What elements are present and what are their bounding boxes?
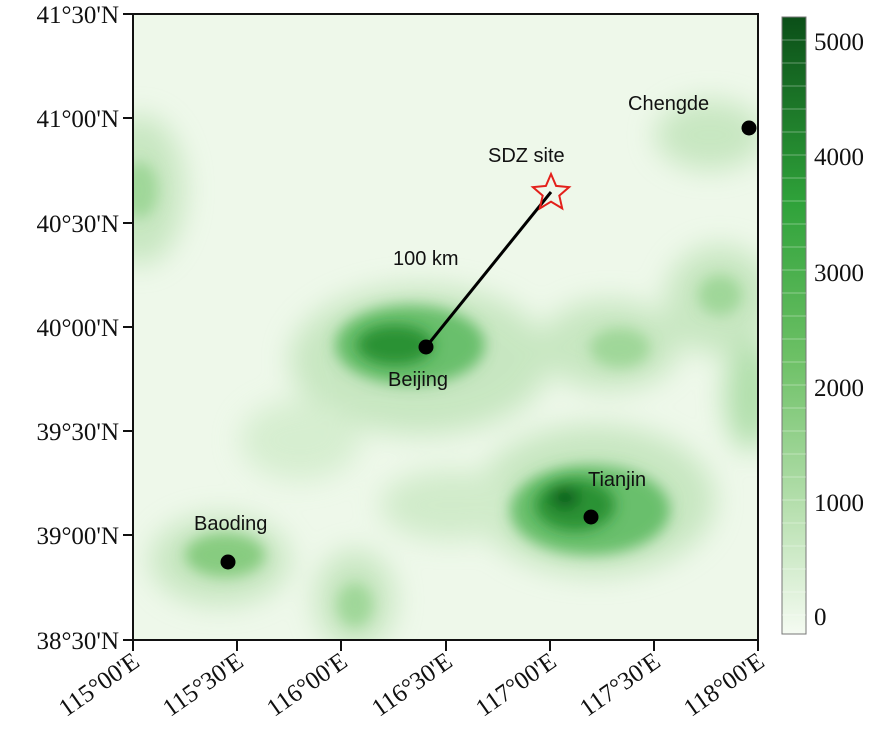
y-tick-label: 40°00'N [36,315,119,342]
y-axis-labels: 41°30'N 41°00'N 40°30'N 40°00'N 39°30'N … [36,2,119,655]
y-tick-label: 40°30'N [36,211,119,238]
colorbar-gradient [781,16,807,635]
baoding-marker [220,554,236,570]
x-tick-label: 116°30'E [367,648,457,723]
y-tick-label: 41°00'N [36,106,119,133]
colorbar-tick-label: 5000 [814,29,864,56]
tianjin-label: Tianjin [588,469,646,491]
x-tick-label: 115°00'E [54,648,144,723]
colorbar-tick-label: 0 [814,604,827,631]
concentration-field [133,100,758,640]
beijing-label: Beijing [388,369,448,391]
sdz-site-label: SDZ site [488,145,565,167]
tianjin-marker [583,509,599,525]
colorbar-tick-label: 3000 [814,260,864,287]
colorbar-tick-label: 2000 [814,375,864,402]
x-tick-label: 116°00'E [262,648,352,723]
y-tick-label: 41°30'N [36,2,119,29]
x-axis-labels: 115°00'E 115°30'E 116°00'E 116°30'E 117°… [54,648,769,723]
star-icon [530,171,572,211]
colorbar-tick-label: 4000 [814,144,864,171]
x-tick-label: 117°30'E [575,648,665,723]
x-axis-ticks [132,640,759,651]
x-tick-label: 118°00'E [679,648,769,723]
chengde-label: Chengde [628,93,709,115]
colorbar: 5000 4000 3000 2000 1000 0 [781,16,864,635]
colorbar-tick-label: 1000 [814,490,864,517]
x-tick-label: 115°30'E [158,648,248,723]
chengde-marker [741,120,757,136]
baoding-label: Baoding [194,513,267,535]
distance-label: 100 km [393,248,459,270]
y-tick-label: 39°00'N [36,523,119,550]
y-tick-label: 38°30'N [36,628,119,655]
y-axis-ticks [123,13,133,641]
beijing-marker [418,339,434,355]
y-tick-label: 39°30'N [36,419,119,446]
distance-line [424,191,553,348]
x-tick-label: 117°00'E [471,648,561,723]
